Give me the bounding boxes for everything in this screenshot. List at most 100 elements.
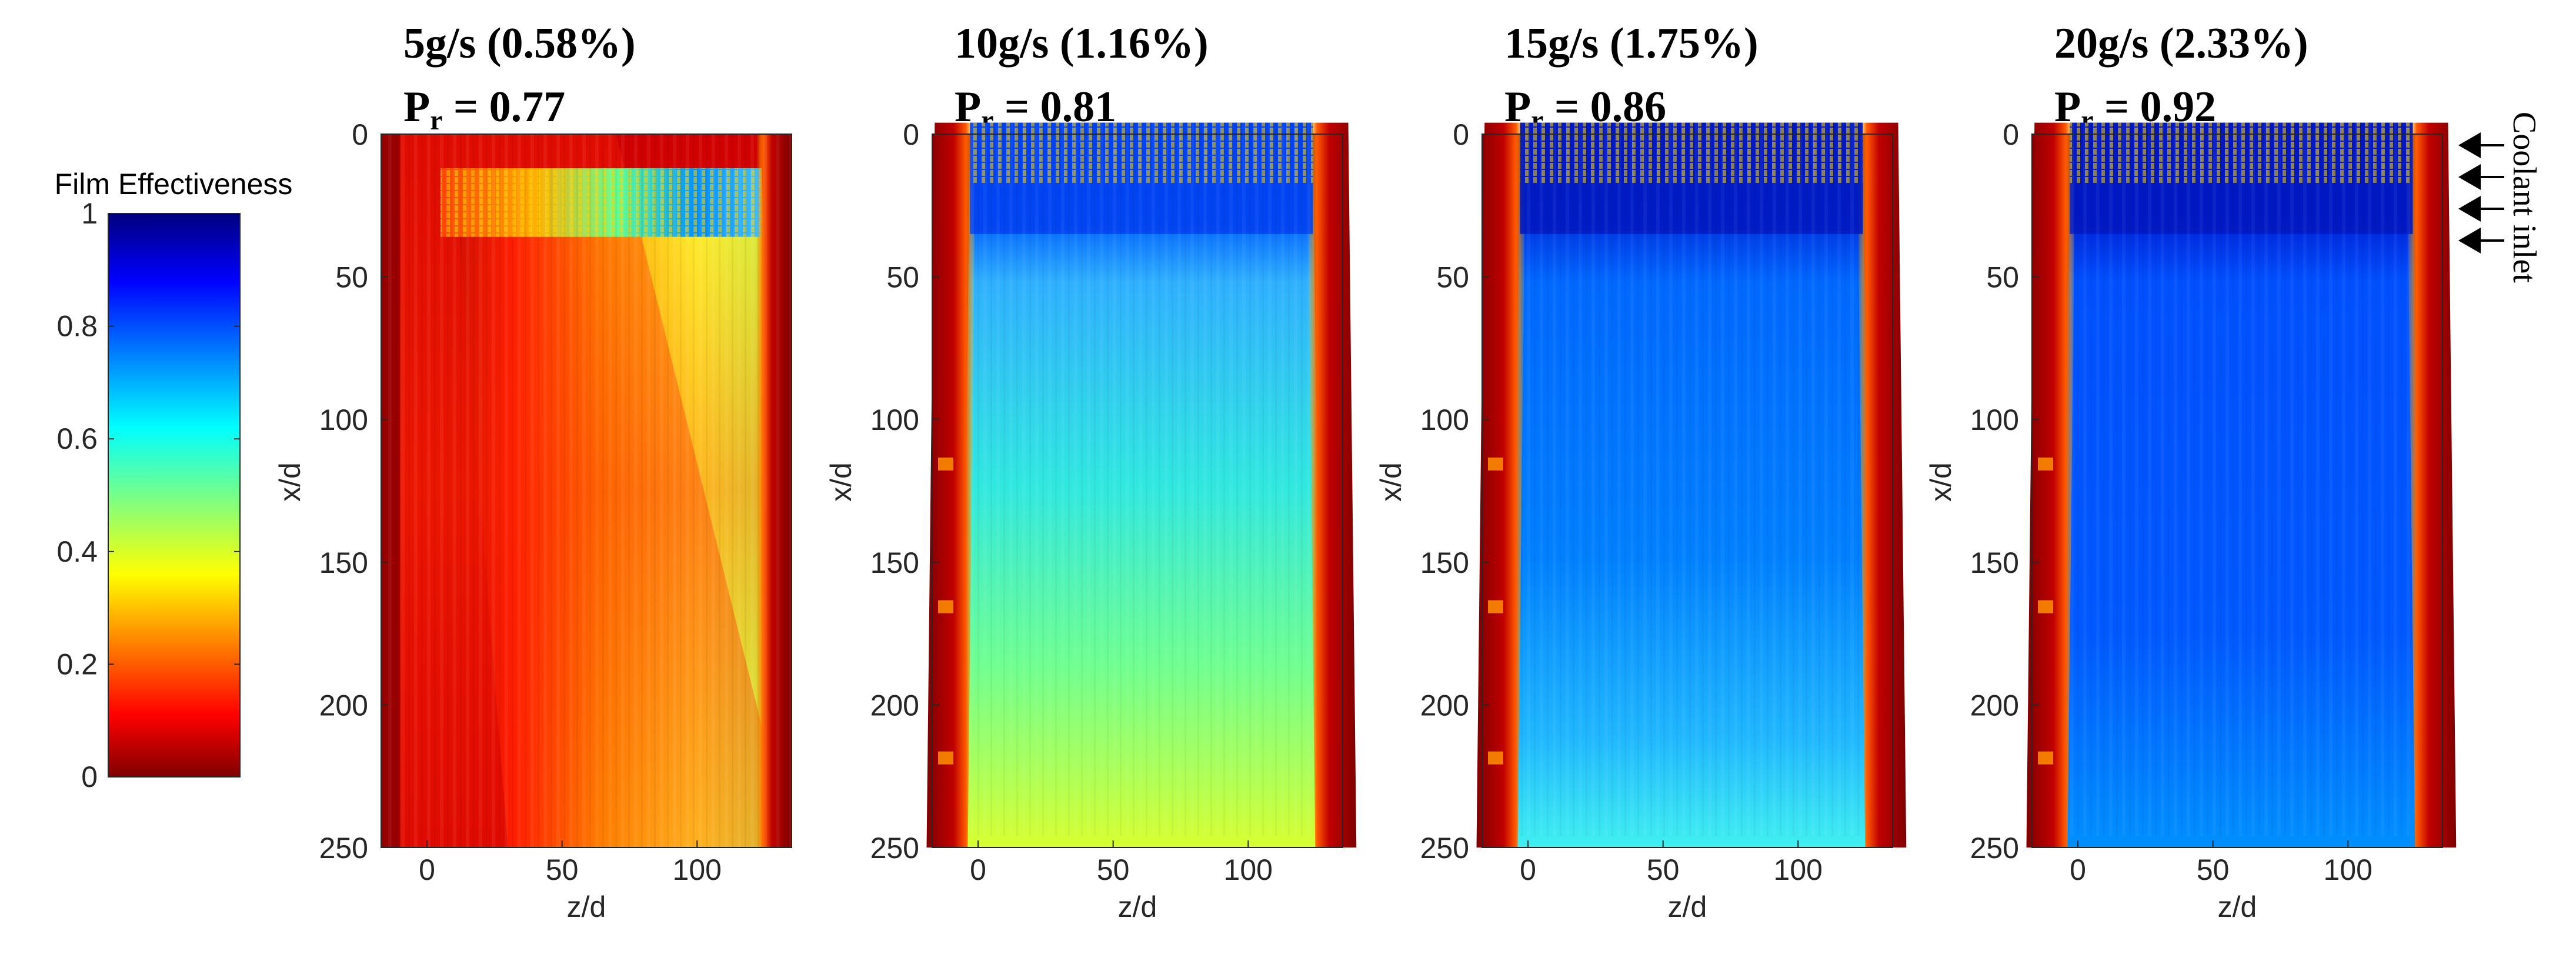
axes-frame: [381, 134, 792, 848]
wall-marker: [2038, 600, 2053, 613]
x-tick-label: 100: [1774, 853, 1823, 886]
left-edge-glow: [1476, 122, 1526, 847]
pr-subscript: r: [430, 105, 442, 136]
colorbar-gradient: [108, 213, 241, 778]
wall-marker: [1488, 600, 1503, 613]
axes-frame: [932, 134, 1343, 848]
x-tick-label: 100: [2324, 853, 2373, 886]
axes-frame: [1481, 134, 1893, 848]
colorbar-tick-label: 0.4: [56, 535, 98, 568]
wall-marker: [938, 751, 953, 765]
y-tick-label: 200: [319, 689, 368, 722]
panel-pr-label: Pr = 0.77: [403, 83, 565, 136]
y-tick-label: 250: [319, 832, 368, 865]
y-tick-label: 150: [1970, 546, 2019, 579]
right-edge-glow: [2407, 122, 2457, 847]
y-tick-label: 0: [1453, 118, 1469, 151]
wall-marker: [1488, 457, 1503, 471]
streak-texture: [1520, 122, 1863, 836]
colorbar-title: Film Effectiveness: [55, 168, 293, 201]
x-tick-label: 100: [1224, 853, 1273, 886]
colorbar-tick-label: 0.6: [56, 422, 98, 455]
y-tick-label: 0: [2003, 118, 2019, 151]
wall-marker: [2038, 751, 2053, 765]
heatmap: [381, 134, 792, 847]
inlet-arrow-head: [2458, 132, 2481, 158]
colorbar-tick-label: 0: [81, 760, 98, 793]
panel-title: 10g/s (1.16%): [955, 19, 1209, 68]
y-tick-label: 0: [903, 118, 919, 151]
left-edge-glow: [2026, 122, 2076, 847]
y-axis-label: x/d: [1374, 462, 1407, 502]
wall-marker: [938, 457, 953, 471]
inlet-arrow-head: [2458, 164, 2481, 190]
y-tick-label: 100: [870, 403, 919, 436]
axes-frame: [2031, 134, 2443, 848]
panels: 5g/s (0.58%) Pr = 0.77 0 50 100 150 200 250 0 50 1…: [273, 19, 2457, 923]
y-tick-label: 50: [1436, 261, 1469, 294]
x-axis-label: z/d: [1668, 890, 1707, 923]
y-tick-label: 50: [1986, 261, 2019, 294]
inlet-arrows: [2458, 132, 2504, 253]
panel-title: 15g/s (1.75%): [1504, 19, 1759, 68]
colorbar-ticks: 0 0.2 0.4 0.6 0.8 1: [56, 197, 240, 793]
x-tick-label: 0: [970, 853, 986, 886]
x-tick-label: 0: [2070, 853, 2086, 886]
y-tick-label: 50: [335, 261, 368, 294]
y-tick-label: 150: [870, 546, 919, 579]
x-tick-label: 100: [673, 853, 722, 886]
heatmap: [2026, 122, 2457, 847]
left-edge-glow: [926, 122, 976, 847]
heatmap: [1476, 122, 1907, 847]
colorbar-tick-label: 1: [81, 197, 98, 230]
colorbar: Film Effectiveness 0 0.2 0.4 0.6 0.8 1: [55, 168, 293, 793]
right-edge-glow: [1857, 122, 1907, 847]
y-axis-label: x/d: [825, 462, 857, 502]
panel-title: 5g/s (0.58%): [403, 19, 636, 68]
x-tick-label: 50: [2197, 853, 2230, 886]
x-axis-label: z/d: [2218, 890, 2257, 923]
y-tick-label: 50: [886, 261, 919, 294]
colorbar-tick-label: 0.8: [56, 310, 98, 343]
y-axis-label: x/d: [273, 462, 306, 502]
pr-symbol: P: [403, 83, 430, 131]
y-tick-label: 0: [352, 118, 368, 151]
y-axis-label: x/d: [1924, 462, 1957, 502]
x-axis-label: z/d: [1118, 890, 1157, 923]
wall-marker: [938, 600, 953, 613]
y-tick-label: 200: [870, 689, 919, 722]
wall-marker: [2038, 457, 2053, 471]
x-tick-label: 0: [419, 853, 435, 886]
inlet-arrow-head: [2458, 196, 2481, 222]
y-tick-label: 100: [319, 403, 368, 436]
y-tick-label: 250: [1420, 832, 1469, 865]
pr-value: = 0.77: [443, 83, 566, 131]
x-tick-label: 50: [546, 853, 579, 886]
streak-texture: [2070, 122, 2413, 836]
wall-marker: [1488, 751, 1503, 765]
y-tick-label: 200: [1970, 689, 2019, 722]
streak-texture: [381, 134, 792, 847]
y-tick-label: 150: [319, 546, 368, 579]
coolant-inlet-label: Coolant inlet: [2506, 112, 2542, 283]
y-tick-label: 150: [1420, 546, 1469, 579]
x-tick-label: 50: [1097, 853, 1130, 886]
colorbar-tick-label: 0.2: [56, 648, 98, 680]
streak-texture: [970, 122, 1313, 836]
inlet-arrow-head: [2458, 228, 2481, 253]
panel-title: 20g/s (2.33%): [2054, 19, 2308, 68]
heatmap: [926, 122, 1357, 847]
x-tick-label: 0: [1520, 853, 1536, 886]
panel-1: 5g/s (0.58%) Pr = 0.77 0 50 100 150 200 250 0 50 1…: [273, 19, 792, 923]
y-tick-label: 250: [1970, 832, 2019, 865]
right-edge-glow: [1307, 122, 1357, 847]
y-tick-label: 100: [1970, 403, 2019, 436]
y-tick-label: 200: [1420, 689, 1469, 722]
y-tick-label: 100: [1420, 403, 1469, 436]
y-tick-label: 250: [870, 832, 919, 865]
x-tick-label: 50: [1647, 853, 1680, 886]
x-axis-label: z/d: [567, 890, 606, 923]
